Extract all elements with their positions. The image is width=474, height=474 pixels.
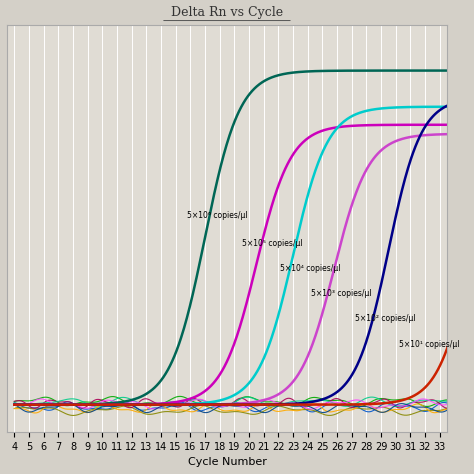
Text: 5×10² copies/µl: 5×10² copies/µl: [355, 314, 415, 323]
X-axis label: Cycle Number: Cycle Number: [188, 457, 266, 467]
Text: Delta Rn vs Cycle: Delta Rn vs Cycle: [171, 6, 283, 19]
Text: 5×10⁶ copies/µl: 5×10⁶ copies/µl: [187, 211, 248, 220]
Text: 5×10¹ copies/µl: 5×10¹ copies/µl: [399, 340, 459, 349]
Text: 5×10⁴ copies/µl: 5×10⁴ copies/µl: [280, 264, 340, 273]
Text: 5×10³ copies/µl: 5×10³ copies/µl: [310, 289, 371, 298]
Text: 5×10⁵ copies/µl: 5×10⁵ copies/µl: [242, 238, 302, 247]
